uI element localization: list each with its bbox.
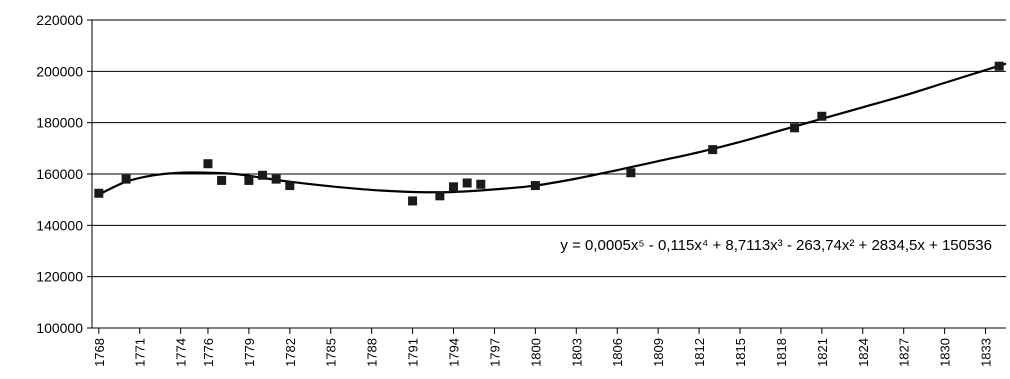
x-tick-label: 1824 — [856, 338, 871, 367]
x-tick-label: 1821 — [815, 338, 830, 367]
x-tick-label: 1788 — [365, 338, 380, 367]
data-point — [285, 181, 295, 191]
x-tick-label: 1818 — [774, 338, 789, 367]
x-tick-label: 1803 — [569, 338, 584, 367]
data-point — [258, 170, 268, 180]
data-point — [530, 181, 540, 191]
x-tick-label: 1800 — [528, 338, 543, 367]
trendline-curve — [98, 62, 1007, 196]
x-tick-label: 1809 — [651, 338, 666, 367]
data-point — [121, 174, 131, 184]
x-tick-label: 1806 — [610, 338, 625, 367]
y-tick-label: 220000 — [36, 12, 83, 28]
data-point — [217, 175, 227, 185]
y-tick-label: 140000 — [36, 217, 83, 233]
x-tick-label: 1785 — [324, 338, 339, 367]
y-tick-label: 160000 — [36, 166, 83, 182]
data-point — [994, 61, 1004, 71]
x-tick-label: 1815 — [733, 338, 748, 367]
data-point — [790, 123, 800, 133]
data-point — [271, 174, 281, 184]
x-tick-label: 1812 — [692, 338, 707, 367]
x-tick-label: 1768 — [92, 338, 107, 367]
data-point — [817, 111, 827, 121]
x-tick-label: 1797 — [487, 338, 502, 367]
x-tick-label: 1782 — [283, 338, 298, 367]
x-tick-label: 1791 — [406, 338, 421, 367]
x-tick-label: 1794 — [447, 338, 462, 367]
x-tick-label: 1833 — [979, 338, 994, 367]
x-tick-label: 1771 — [133, 338, 148, 367]
data-point — [435, 191, 445, 201]
x-tick-label: 1827 — [897, 338, 912, 367]
x-tick-label: 1779 — [242, 338, 257, 367]
y-tick-label: 200000 — [36, 63, 83, 79]
data-point — [244, 175, 254, 185]
data-point — [203, 159, 213, 169]
y-axis: 100000 120000 140000 160000 180000 200000 2200… — [36, 12, 93, 336]
data-point — [476, 179, 486, 189]
y-tick-label: 120000 — [36, 269, 83, 285]
x-tick-label: 1774 — [174, 338, 189, 367]
x-tick-label: 1776 — [201, 338, 216, 367]
data-point — [408, 196, 418, 206]
data-point — [94, 188, 104, 198]
data-point — [626, 168, 636, 178]
gridlines — [92, 19, 1006, 329]
data-point — [708, 145, 718, 155]
y-tick-label: 180000 — [36, 115, 83, 131]
x-axis: 1768 1771 1774 1776 1779 1782 1785 1788 1791 1794… — [92, 328, 994, 367]
y-tick-label: 100000 — [36, 320, 83, 336]
data-point — [449, 182, 459, 192]
trendline-equation: y = 0,0005x⁵ - 0,115x⁴ + 8,7113x³ - 263,… — [560, 237, 992, 254]
data-point — [462, 178, 472, 188]
data-points — [94, 61, 1004, 206]
trendline — [98, 62, 1007, 196]
x-tick-label: 1830 — [938, 338, 953, 367]
